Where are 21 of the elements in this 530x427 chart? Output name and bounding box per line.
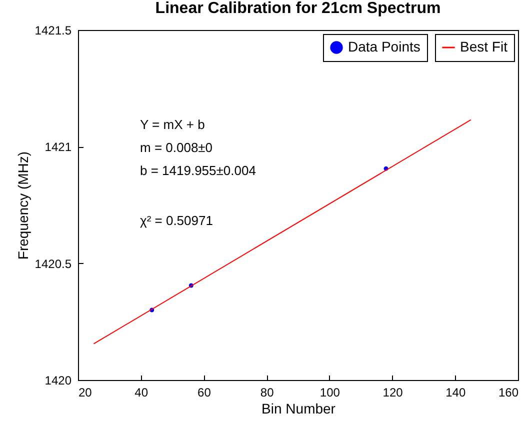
- x-tick-label: 160: [498, 386, 519, 400]
- x-tick-label: 140: [446, 386, 466, 400]
- y-tick-label: 1420: [44, 374, 72, 388]
- x-axis-title: Bin Number: [262, 400, 336, 416]
- x-tick-label: 120: [382, 386, 404, 400]
- legend-label: Data Points: [348, 38, 420, 54]
- annotation: χ² = 0.50971: [140, 213, 213, 228]
- annotation: m = 0.008±0: [140, 140, 213, 155]
- chart-title: Linear Calibration for 21cm Spectrum: [155, 0, 441, 17]
- legend-label: Best Fit: [460, 38, 508, 54]
- x-tick-label: 20: [78, 386, 92, 400]
- y-tick-label: 1421: [44, 140, 72, 154]
- annotation: b = 1419.955±0.004: [140, 163, 256, 178]
- annotation: Y = mX + b: [140, 117, 205, 132]
- y-tick-label: 1420.5: [34, 256, 72, 271]
- x-tick-label: 100: [320, 386, 340, 400]
- x-tick-label: 40: [134, 386, 148, 400]
- x-tick-label: 60: [198, 386, 212, 400]
- y-tick-label: 1421.5: [34, 24, 72, 38]
- y-axis-title: Frequency (MHz): [14, 151, 31, 260]
- x-tick-label: 80: [260, 386, 274, 400]
